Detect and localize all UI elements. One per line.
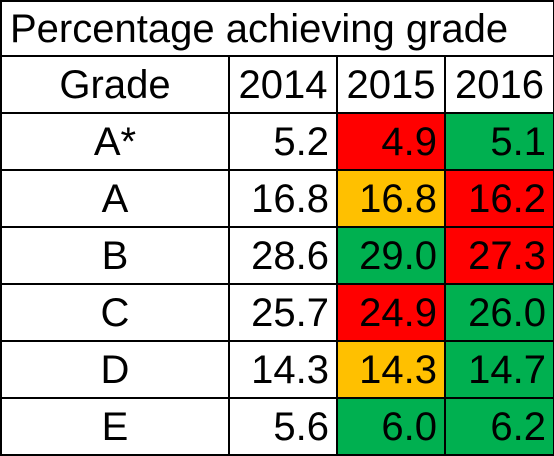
value-cell-2016: 26.0 [444, 283, 554, 342]
table-row: A* 5.2 4.9 5.1 [0, 112, 554, 171]
value-cell-2016: 5.1 [444, 112, 554, 171]
value-cell-2014: 28.6 [228, 226, 338, 285]
value-cell-2015: 14.3 [336, 340, 446, 399]
value-cell-2014: 16.8 [228, 169, 338, 228]
table-row: B 28.6 29.0 27.3 [0, 226, 554, 285]
table-row: D 14.3 14.3 14.7 [0, 340, 554, 399]
value-cell-2016: 6.2 [444, 397, 554, 456]
grade-label: C [0, 283, 230, 342]
header-row: Grade 2014 2015 2016 [0, 55, 554, 114]
year-header-2014: 2014 [228, 55, 338, 114]
grade-column-header: Grade [0, 55, 230, 114]
title-row: Percentage achieving grade [0, 0, 554, 57]
grade-label: A* [0, 112, 230, 171]
value-cell-2014: 5.6 [228, 397, 338, 456]
table-row: C 25.7 24.9 26.0 [0, 283, 554, 342]
grade-label: E [0, 397, 230, 456]
table-title: Percentage achieving grade [0, 0, 554, 57]
value-cell-2014: 14.3 [228, 340, 338, 399]
grade-label: A [0, 169, 230, 228]
value-cell-2015: 16.8 [336, 169, 446, 228]
year-header-2015: 2015 [336, 55, 446, 114]
value-cell-2015: 4.9 [336, 112, 446, 171]
grade-label: B [0, 226, 230, 285]
value-cell-2015: 24.9 [336, 283, 446, 342]
value-cell-2016: 16.2 [444, 169, 554, 228]
year-header-2016: 2016 [444, 55, 554, 114]
value-cell-2016: 14.7 [444, 340, 554, 399]
value-cell-2014: 5.2 [228, 112, 338, 171]
table-row: E 5.6 6.0 6.2 [0, 397, 554, 456]
value-cell-2016: 27.3 [444, 226, 554, 285]
grade-label: D [0, 340, 230, 399]
value-cell-2015: 29.0 [336, 226, 446, 285]
value-cell-2015: 6.0 [336, 397, 446, 456]
value-cell-2014: 25.7 [228, 283, 338, 342]
table-row: A 16.8 16.8 16.2 [0, 169, 554, 228]
